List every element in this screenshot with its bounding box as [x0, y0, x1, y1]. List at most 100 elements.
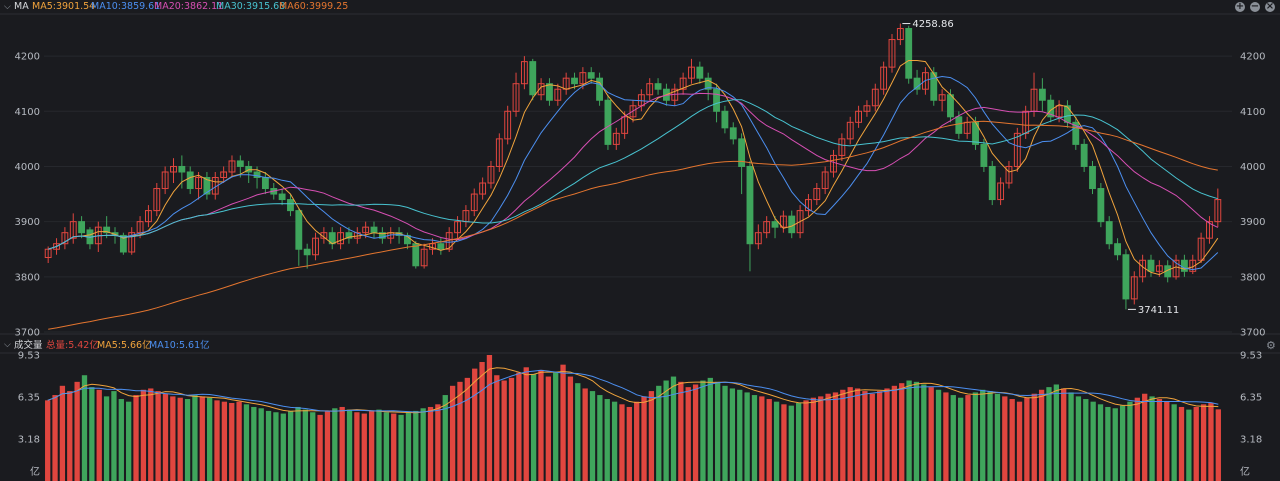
candle-body [78, 221, 86, 234]
candle-body [1214, 199, 1222, 223]
candle-body [203, 177, 211, 195]
candle-body [44, 248, 52, 259]
candle-body [880, 66, 888, 90]
candle-body [654, 83, 662, 90]
candle-body [1013, 132, 1021, 167]
volume-collapse-chevron-icon[interactable]: ⌵ [4, 340, 11, 350]
candle-body [1089, 165, 1096, 190]
candle-body [186, 171, 194, 190]
candle-body [738, 138, 746, 167]
volume-bar [295, 406, 301, 481]
candle-body [1005, 165, 1013, 184]
volume-tick-right: 9.53 [1240, 351, 1262, 362]
candle-body [1080, 143, 1088, 167]
candle-body [370, 226, 378, 234]
volume-bar [133, 395, 139, 481]
settings-gear-icon[interactable]: ⚙ [1266, 339, 1276, 352]
volume-bar [214, 400, 220, 481]
volume-ma10-line [47, 369, 1219, 413]
candle-body [195, 177, 202, 190]
candle-body [1155, 265, 1163, 272]
volume-bar [1156, 399, 1163, 481]
volume-bar [265, 410, 272, 481]
volume-bar [251, 406, 257, 481]
volume-bar [324, 410, 331, 481]
volume-bar [287, 410, 294, 481]
volume-bar [663, 380, 669, 481]
volume-bar [943, 392, 949, 481]
close-icon[interactable]: × [1265, 1, 1275, 12]
volume-bar [332, 408, 338, 481]
volume-tick-right: 3.18 [1240, 434, 1262, 445]
candle-body [997, 182, 1005, 201]
candle-body [763, 221, 771, 234]
candle-body [220, 171, 228, 179]
volume-bar [427, 406, 434, 481]
volume-bar [1090, 401, 1096, 481]
volume-bar [1112, 408, 1118, 481]
price-tick-left: 3800 [15, 272, 40, 283]
volume-bar [560, 364, 566, 481]
volume-bar [656, 385, 662, 481]
volume-bar [96, 389, 102, 481]
ma5-value: MA5:3901.54 [32, 1, 96, 12]
volume-bar [258, 408, 264, 481]
volume-bar [840, 389, 846, 481]
candle-body [913, 77, 921, 90]
volume-bar [442, 395, 448, 481]
candle-body [61, 232, 69, 245]
volume-bar [1134, 397, 1140, 481]
volume-bar [1142, 393, 1148, 481]
volume-bar [641, 396, 647, 481]
volume-bar [884, 388, 890, 481]
volume-bar [766, 399, 772, 481]
volume-bar [479, 362, 485, 481]
volume-ma5-line [47, 367, 1219, 414]
candle-body [153, 188, 161, 212]
volume-tick-right: 亿 [1240, 465, 1250, 478]
volume-bar [876, 391, 883, 481]
candle-body [412, 243, 420, 267]
volume-bar [921, 384, 927, 481]
candle-body [930, 72, 938, 101]
price-tick-left: 4100 [15, 107, 40, 118]
zoom-in-icon[interactable]: + [1235, 1, 1245, 12]
candle-body [1180, 259, 1188, 272]
volume-bar [1002, 396, 1008, 481]
candle-body [579, 72, 587, 85]
candle-body [679, 77, 687, 90]
candle-body [1189, 259, 1197, 272]
volume-total: 总量:5.42亿 [46, 340, 99, 351]
candle-body [771, 221, 779, 228]
candle-body [1105, 221, 1113, 245]
candle-body [161, 171, 169, 190]
candle-body [1130, 276, 1138, 300]
zoom-out-icon[interactable]: − [1250, 1, 1260, 12]
ma30-line [48, 99, 1218, 250]
candle-body [796, 210, 804, 234]
volume-bar [199, 396, 205, 481]
volume-bar [648, 391, 655, 481]
collapse-chevron-icon[interactable]: ⌵ [4, 2, 11, 12]
volume-tick-left: 3.18 [18, 434, 40, 445]
candle-body [938, 94, 946, 101]
volume-bar [869, 393, 875, 481]
volume-bar [111, 391, 117, 481]
volume-bar [700, 380, 706, 481]
candle-body [119, 234, 127, 253]
ma-legend-bar: ⌵ MA MA5:3901.54 MA10:3859.61 MA20:3862.… [0, 0, 1280, 14]
volume-bar [74, 381, 80, 481]
volume-bar [619, 404, 625, 481]
candle-body [571, 77, 578, 85]
candle-body [1038, 88, 1046, 101]
volume-bar [1193, 406, 1199, 481]
candle-body [362, 226, 370, 234]
volume-bar [148, 388, 154, 481]
candle-body [788, 215, 796, 234]
candle-body [1122, 254, 1130, 300]
candle-body [546, 83, 553, 101]
price-tick-right: 4100 [1240, 107, 1265, 118]
candle-body [495, 138, 503, 167]
candle-body [779, 215, 787, 228]
